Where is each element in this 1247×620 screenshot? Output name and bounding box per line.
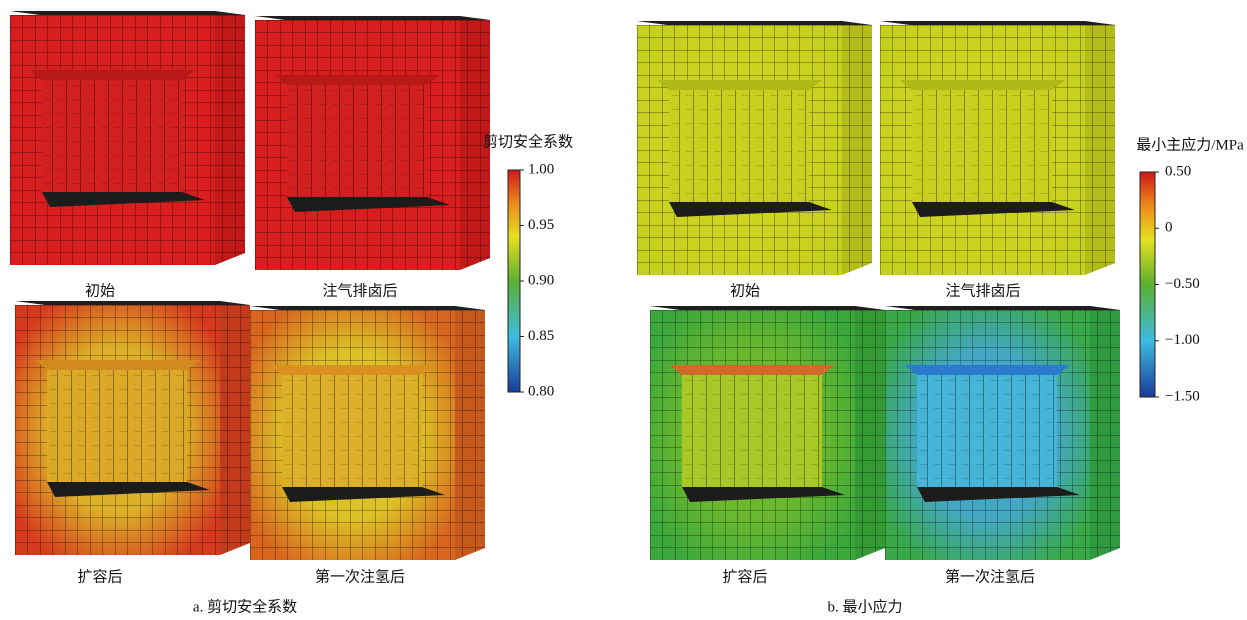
cavity-roof <box>35 360 200 370</box>
mesh-block <box>650 306 885 560</box>
cavity-floor <box>917 487 1080 502</box>
colorbar-tick-label: 0.90 <box>528 272 554 288</box>
block-top <box>885 306 1120 310</box>
cavity-wall-mesh <box>912 90 1052 202</box>
mesh-block <box>15 301 250 555</box>
colorbar-title: 最小主应力/MPa <box>1136 135 1244 153</box>
block-top <box>650 306 885 310</box>
view-label: 第一次注氢后 <box>945 567 1035 585</box>
mesh-block <box>250 306 485 560</box>
colorbar-tick-label: 0.85 <box>528 328 554 344</box>
block-side-mesh <box>855 310 885 560</box>
cavity-roof <box>275 75 440 85</box>
colorbar-tick-label: −1.00 <box>1165 332 1200 348</box>
cavity-wall-mesh <box>917 375 1057 487</box>
cavity-floor <box>682 487 845 502</box>
mesh-block <box>637 21 872 275</box>
block-top <box>10 11 245 15</box>
block-side-mesh <box>220 305 250 555</box>
block-side-mesh <box>460 20 490 270</box>
colorbar-tick-label: 0.80 <box>528 383 554 399</box>
view-label: 注气排卤后 <box>322 282 397 299</box>
colorbar-tick-label: 0.50 <box>1165 163 1191 179</box>
colorbar-tick-label: 0 <box>1165 220 1173 236</box>
cavity-floor <box>287 197 450 212</box>
cavity-floor <box>42 192 205 207</box>
block-side-mesh <box>455 310 485 560</box>
view-label: 第一次注氢后 <box>315 567 405 585</box>
block-side-mesh <box>1085 25 1115 275</box>
mesh-block <box>10 11 245 265</box>
view-label: 注气排卤后 <box>945 282 1020 299</box>
cavity-roof <box>270 365 435 375</box>
view-label: 初始 <box>730 282 760 299</box>
block-side-mesh <box>842 25 872 275</box>
cavity-roof <box>657 80 822 90</box>
view-label: 扩容后 <box>722 568 767 585</box>
mesh-block <box>880 21 1115 275</box>
block-top <box>255 16 490 20</box>
block-top <box>250 306 485 310</box>
colorbar <box>507 169 521 393</box>
colorbar-tick-label: 0.95 <box>528 217 554 233</box>
cavity-floor <box>669 202 832 217</box>
cavity-wall-mesh <box>42 80 182 192</box>
view-label: 初始 <box>85 282 115 299</box>
block-top <box>15 301 250 305</box>
cavity-roof <box>670 365 835 375</box>
block-top <box>880 21 1115 25</box>
colorbar-tick-label: 1.00 <box>528 161 554 177</box>
cavity-wall-mesh <box>282 375 422 487</box>
cavity-wall-mesh <box>47 370 187 482</box>
mesh-block <box>885 306 1120 560</box>
block-top <box>637 21 872 25</box>
mesh-block <box>255 16 490 270</box>
cavity-floor <box>47 482 210 497</box>
colorbar-tick-label: −0.50 <box>1165 276 1200 292</box>
panel-caption: b. 最小应力 <box>827 597 902 615</box>
colorbar-tick-label: −1.50 <box>1165 388 1200 404</box>
colorbar-title: 剪切安全系数 <box>483 132 573 150</box>
cavity-roof <box>900 80 1065 90</box>
colorbar <box>1139 171 1156 398</box>
cavity-wall-mesh <box>682 375 822 487</box>
cavity-floor <box>912 202 1075 217</box>
block-side-mesh <box>1090 310 1120 560</box>
block-side-mesh <box>215 15 245 265</box>
cavity-roof <box>905 365 1070 375</box>
cavity-wall-mesh <box>669 90 809 202</box>
cavity-roof <box>30 70 195 80</box>
cavity-wall-mesh <box>287 85 427 197</box>
cavity-floor <box>282 487 445 502</box>
panel-caption: a. 剪切安全系数 <box>193 597 297 615</box>
view-label: 扩容后 <box>77 568 122 585</box>
